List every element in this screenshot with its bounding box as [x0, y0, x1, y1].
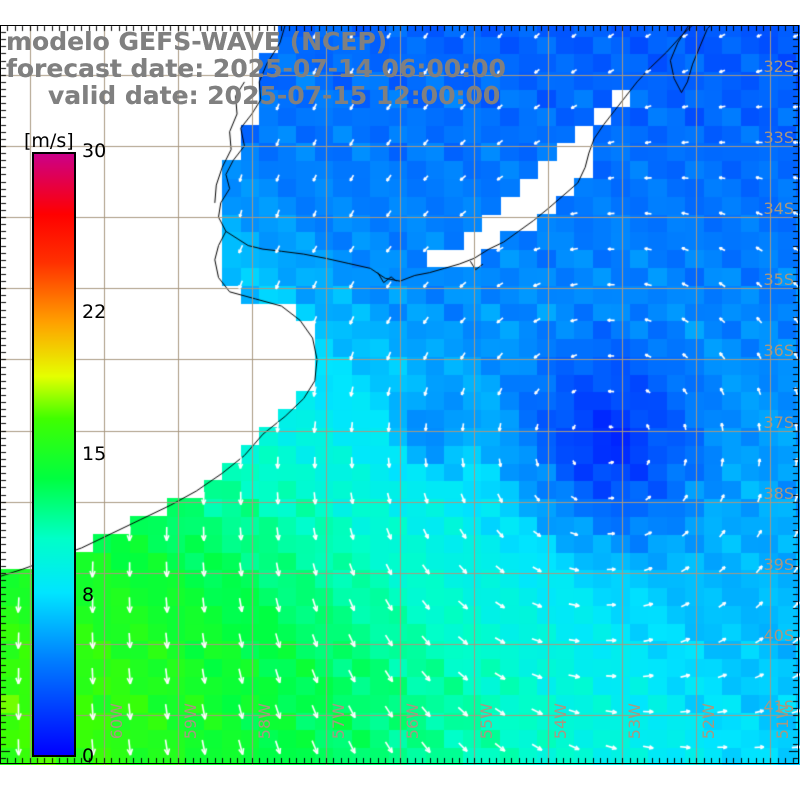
lat-label-36S: 36S: [763, 341, 794, 361]
lon-label-54W: 54W: [551, 703, 571, 740]
lat-label-33S: 33S: [763, 127, 794, 147]
lon-label-57W: 57W: [328, 703, 348, 740]
lat-label-40S: 40S: [763, 626, 794, 646]
lon-label-52W: 52W: [699, 703, 719, 740]
map-plot-area[interactable]: [0, 25, 800, 765]
lat-label-34S: 34S: [763, 199, 794, 219]
colorbar-tick-15: 15: [82, 442, 107, 465]
colorbar-tick-8: 8: [82, 583, 95, 606]
lon-label-59W: 59W: [180, 703, 200, 740]
colorbar-tick-30: 30: [82, 140, 107, 162]
lat-label-35S: 35S: [763, 270, 794, 290]
colorbar: [32, 152, 76, 757]
colorbar-gradient: [32, 152, 76, 757]
colorbar-tick-22: 22: [82, 301, 107, 324]
lon-label-60W: 60W: [106, 703, 126, 740]
colorbar-unit-label: [m/s]: [24, 130, 74, 152]
lat-label-39S: 39S: [763, 554, 794, 574]
colorbar-tick-0: 0: [82, 745, 95, 767]
lon-label-53W: 53W: [625, 703, 645, 740]
lat-label-37S: 37S: [763, 412, 794, 432]
lon-label-51W: 51W: [773, 703, 793, 740]
wind-direction-arrows: [0, 25, 800, 765]
lat-label-32S: 32S: [763, 56, 794, 76]
lon-label-55W: 55W: [477, 703, 497, 740]
lon-label-56W: 56W: [403, 703, 422, 740]
lat-label-38S: 38S: [763, 483, 794, 503]
lon-label-58W: 58W: [254, 703, 274, 740]
